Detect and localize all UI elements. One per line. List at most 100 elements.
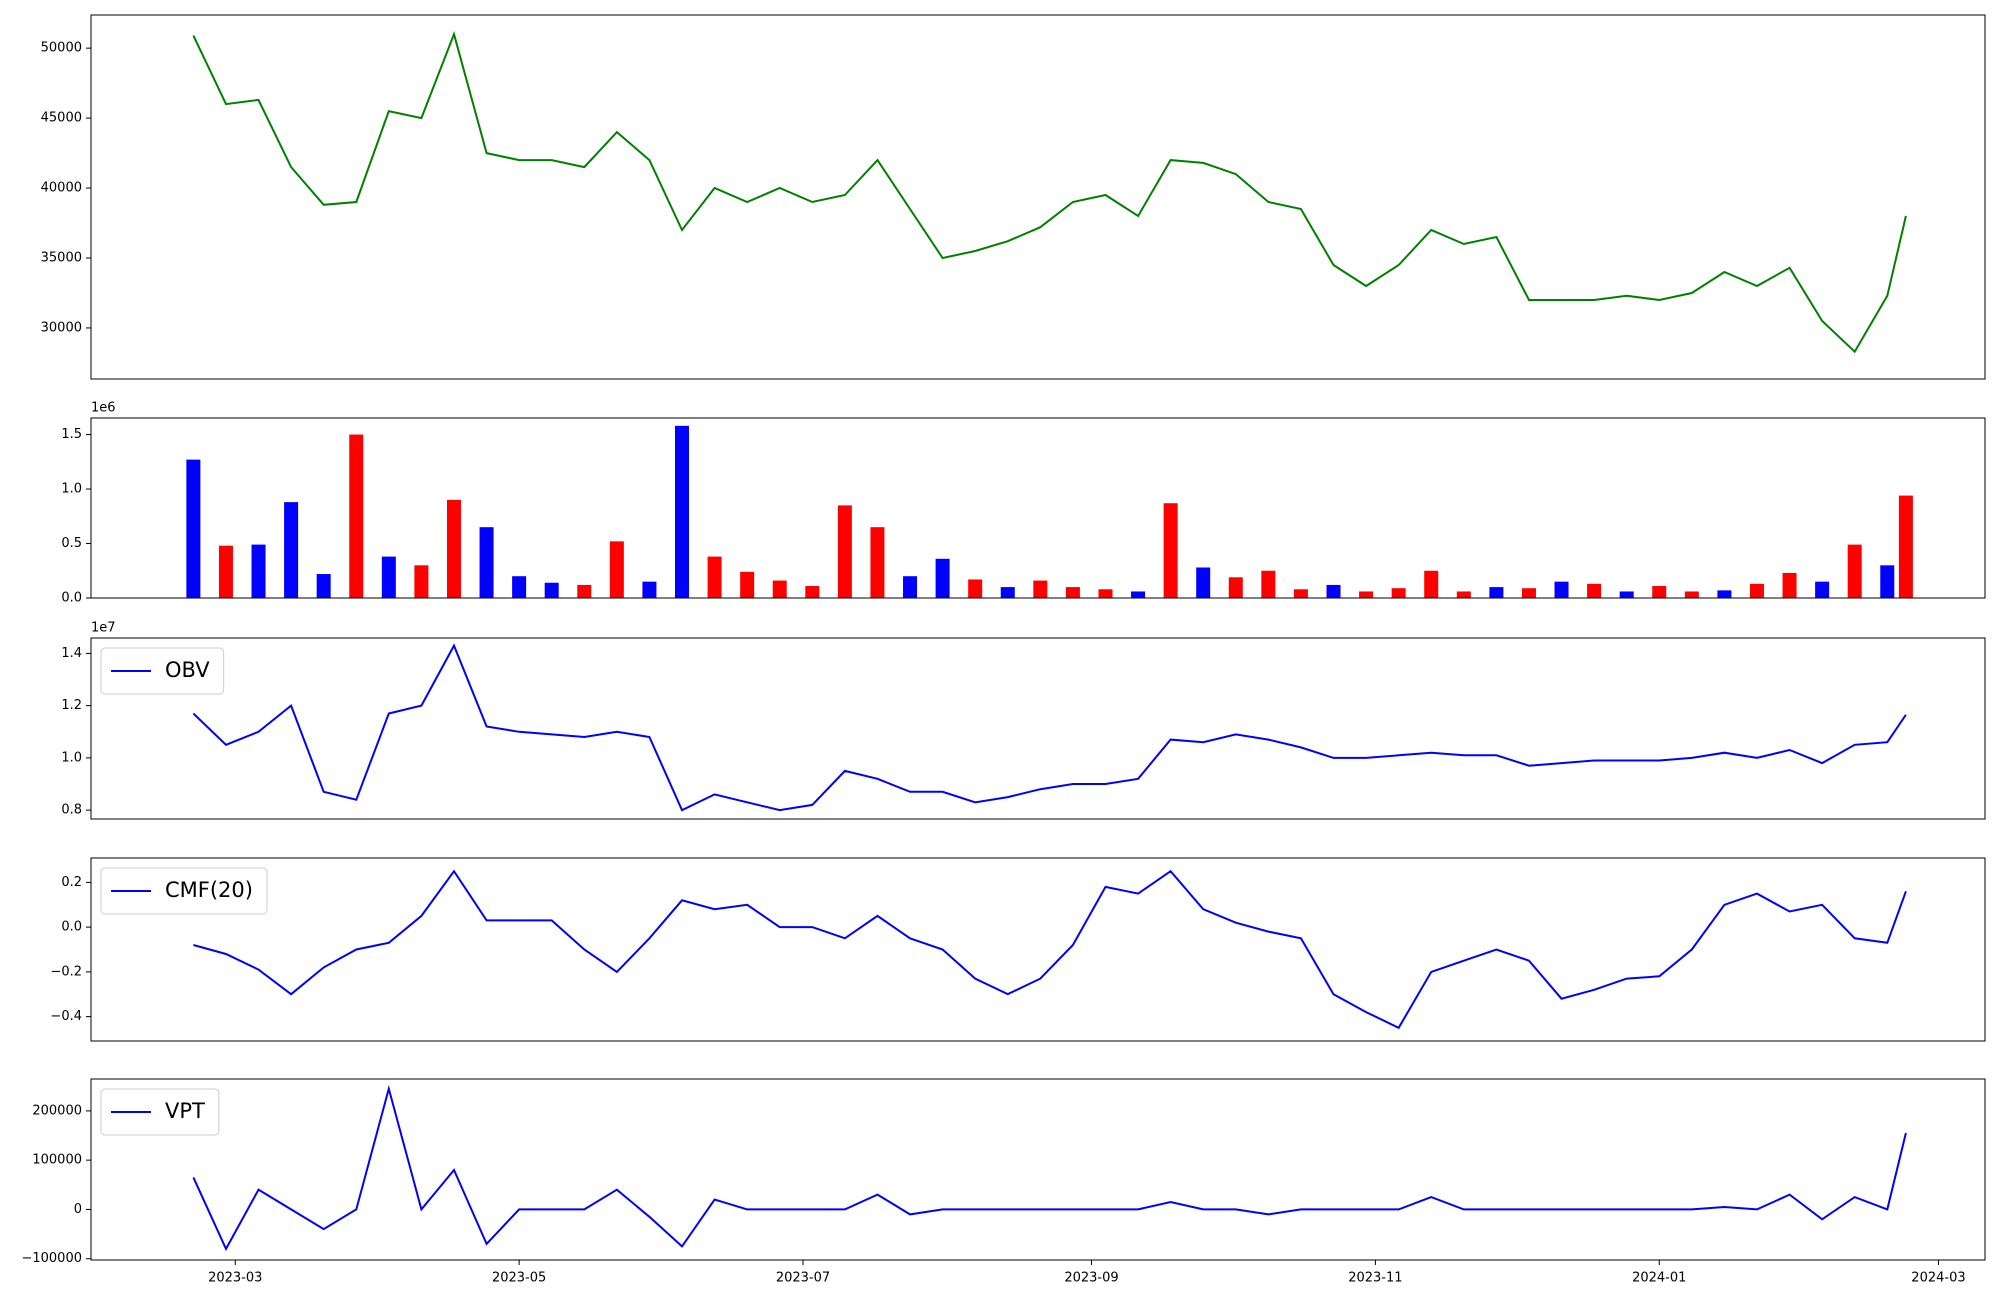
bar [1521, 588, 1536, 598]
bar [512, 576, 527, 598]
y-tick-label: 1.5 [61, 427, 82, 442]
bar [772, 580, 787, 598]
legend-label: CMF(20) [165, 878, 253, 902]
y-tick-label: 1.0 [61, 482, 82, 497]
bar [577, 584, 592, 598]
bar [1424, 570, 1439, 598]
bar [218, 545, 233, 598]
legend [100, 1088, 220, 1136]
x-tick-label: 2024-03 [1911, 1271, 1965, 1286]
legend [100, 647, 225, 695]
x-tick-label: 2023-11 [1348, 1271, 1402, 1286]
bar [968, 579, 983, 598]
bar [740, 571, 755, 598]
axes-frame [90, 857, 1986, 1042]
bar [1326, 584, 1341, 598]
bar [1033, 580, 1048, 598]
y-tick-label: −0.2 [50, 964, 82, 979]
axes-frame [90, 1078, 1986, 1261]
bar [186, 459, 201, 598]
bar [1261, 570, 1276, 598]
y-tick-label: 0.0 [61, 591, 82, 606]
y-tick-label: 0.2 [61, 875, 82, 890]
line [192, 31, 1907, 354]
bar [1359, 591, 1374, 598]
x-tick-label: 2023-05 [492, 1271, 546, 1286]
x-tick-label: 2023-03 [208, 1271, 262, 1286]
bar [675, 425, 690, 598]
y-tick-label: 0 [74, 1202, 82, 1217]
y-tick-label: 200000 [32, 1103, 82, 1118]
bar [251, 544, 266, 598]
bar [1391, 588, 1406, 598]
y-tick-label: 40000 [41, 181, 82, 196]
axes-frame [90, 637, 1986, 820]
offset-label: 1e7 [91, 621, 116, 636]
y-tick-label: −0.4 [50, 1009, 82, 1024]
bar [1456, 591, 1471, 598]
y-tick-label: 0.5 [61, 536, 82, 551]
bar [1749, 583, 1764, 598]
bar [284, 502, 299, 598]
y-tick-label: −100000 [21, 1251, 82, 1266]
bar [1619, 591, 1634, 598]
x-tick-label: 2023-09 [1064, 1271, 1118, 1286]
line [192, 1084, 1907, 1252]
bar [446, 499, 461, 598]
bar [1065, 587, 1080, 598]
y-tick-label: 45000 [41, 111, 82, 126]
x-tick-label: 2023-07 [776, 1271, 830, 1286]
line [193, 869, 1907, 1030]
bar [1652, 586, 1667, 598]
bar [935, 558, 950, 598]
bar [707, 556, 722, 598]
y-tick-label: 0.8 [61, 803, 82, 818]
bar [1163, 503, 1178, 598]
y-tick-label: 1.0 [61, 750, 82, 765]
bar [1098, 589, 1113, 598]
bar [1684, 591, 1699, 598]
bar [1489, 587, 1504, 598]
bar [1847, 544, 1862, 598]
legend [100, 867, 268, 915]
legend-label: VPT [165, 1099, 205, 1123]
bar [479, 527, 494, 598]
bar [1000, 587, 1015, 598]
bar [316, 574, 331, 598]
legend-label: OBV [165, 658, 210, 682]
bar [1815, 581, 1830, 598]
y-tick-label: 50000 [41, 41, 82, 56]
bar [1587, 583, 1602, 598]
bar [414, 565, 429, 598]
bar [1554, 581, 1569, 598]
y-tick-label: 0.0 [61, 920, 82, 935]
bar [1880, 565, 1895, 598]
axes-frame [90, 14, 1986, 380]
bar [1293, 589, 1308, 598]
bar [837, 505, 852, 598]
bar [1196, 567, 1211, 598]
x-tick-label: 2024-01 [1632, 1271, 1686, 1286]
line [192, 643, 1907, 812]
y-tick-label: 1.4 [61, 646, 82, 661]
bar [1228, 577, 1243, 598]
y-tick-label: 1.2 [61, 698, 82, 713]
axes-frame [90, 417, 1986, 599]
bar [1782, 572, 1797, 598]
bar [609, 541, 624, 598]
bar [903, 576, 918, 598]
bar [1717, 590, 1732, 598]
bar [1898, 495, 1913, 598]
y-tick-label: 30000 [41, 320, 82, 335]
bar [805, 586, 820, 598]
bar [1131, 591, 1146, 598]
y-tick-label: 100000 [32, 1153, 82, 1168]
y-tick-label: 35000 [41, 250, 82, 265]
offset-label: 1e6 [91, 401, 116, 416]
bar [349, 434, 364, 598]
bar [544, 582, 559, 598]
bar [381, 556, 396, 598]
bar [870, 527, 885, 598]
bar [642, 581, 657, 598]
